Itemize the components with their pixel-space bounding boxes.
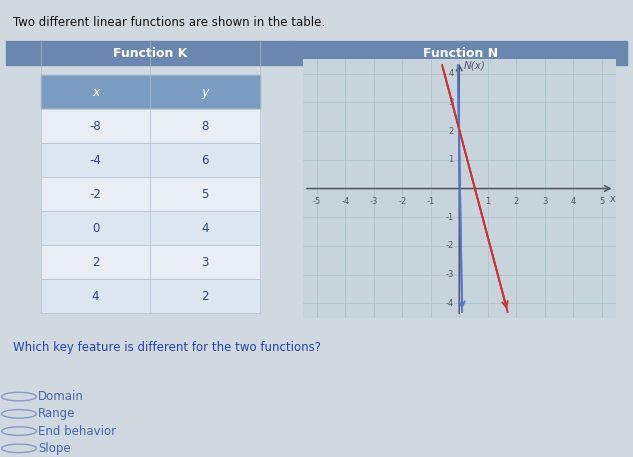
Text: 5: 5 — [201, 188, 209, 201]
Text: 1: 1 — [448, 155, 453, 165]
Text: -2: -2 — [398, 197, 406, 206]
Text: -4: -4 — [90, 154, 101, 167]
Text: 3: 3 — [448, 98, 453, 107]
Text: Domain: Domain — [38, 390, 84, 403]
Text: 0: 0 — [92, 222, 99, 234]
Bar — [6, 41, 294, 65]
Text: Function N: Function N — [423, 47, 498, 60]
Text: 2: 2 — [92, 255, 99, 269]
Text: Slope: Slope — [38, 442, 71, 455]
Text: 4: 4 — [448, 69, 453, 78]
Text: End behavior: End behavior — [38, 425, 116, 438]
Text: Function K: Function K — [113, 47, 187, 60]
Text: -4: -4 — [341, 197, 349, 206]
Text: -4: -4 — [445, 299, 453, 308]
Text: 4: 4 — [92, 290, 99, 303]
Text: 1: 1 — [485, 197, 491, 206]
Text: 4: 4 — [201, 222, 209, 234]
Bar — [294, 41, 627, 65]
Text: 3: 3 — [542, 197, 548, 206]
Text: x: x — [610, 194, 616, 204]
Text: 3: 3 — [201, 255, 209, 269]
Text: Which key feature is different for the two functions?: Which key feature is different for the t… — [13, 341, 320, 354]
Text: -2: -2 — [445, 241, 453, 250]
Text: 8: 8 — [201, 120, 209, 133]
Text: 2: 2 — [513, 197, 519, 206]
Text: Two different linear functions are shown in the table.: Two different linear functions are shown… — [13, 16, 325, 29]
Text: -3: -3 — [370, 197, 378, 206]
Text: -2: -2 — [90, 188, 101, 201]
Text: 6: 6 — [201, 154, 209, 167]
Text: Range: Range — [38, 407, 75, 420]
Text: -1: -1 — [445, 213, 453, 222]
Text: 2: 2 — [201, 290, 209, 303]
Text: N(x): N(x) — [463, 61, 486, 71]
Text: -5: -5 — [313, 197, 321, 206]
Text: -3: -3 — [445, 270, 453, 279]
Text: 4: 4 — [570, 197, 576, 206]
Text: y: y — [201, 85, 209, 99]
Text: 5: 5 — [599, 197, 605, 206]
Text: -8: -8 — [90, 120, 101, 133]
Text: x: x — [92, 85, 99, 99]
Text: 2: 2 — [448, 127, 453, 136]
Text: -1: -1 — [427, 197, 435, 206]
